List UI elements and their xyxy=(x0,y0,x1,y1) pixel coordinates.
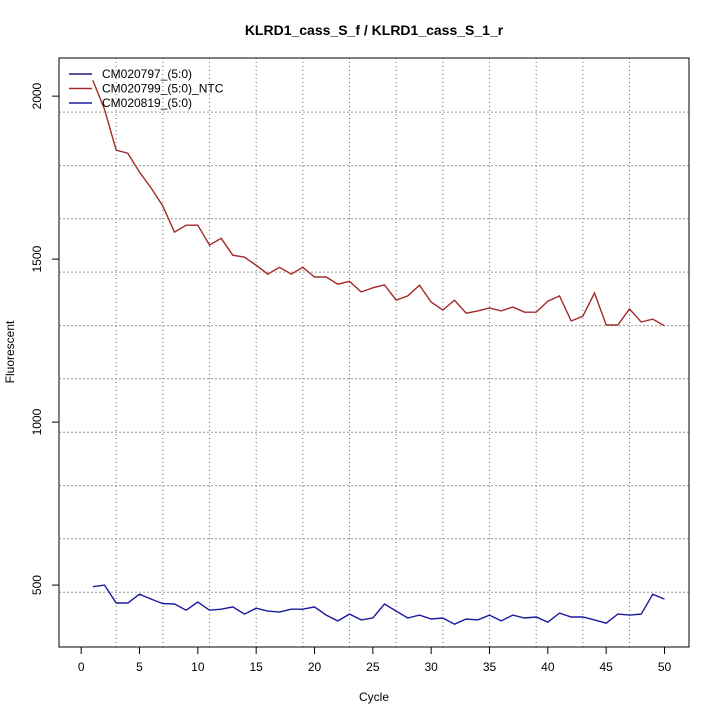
x-axis: 0 5 10 15 20 25 30 35 40 45 50 xyxy=(78,647,672,674)
series-line-cm020819-5-0- xyxy=(92,584,665,625)
y-tick-label: 500 xyxy=(30,575,44,595)
chart-title: KLRD1_cass_S_f / KLRD1_cass_S_1_r xyxy=(245,22,504,38)
grid xyxy=(59,58,689,647)
legend-label: CM020819_(5:0) xyxy=(102,96,192,110)
x-tick-label: 25 xyxy=(366,660,380,674)
y-axis: 500 1000 1500 2000 xyxy=(30,82,59,595)
plot-frame xyxy=(58,57,690,648)
legend-label: CM020797_(5:0) xyxy=(102,67,192,81)
x-tick-label: 20 xyxy=(308,660,322,674)
x-tick-label: 30 xyxy=(424,660,438,674)
x-tick-label: 45 xyxy=(599,660,613,674)
x-tick-label: 40 xyxy=(541,660,555,674)
y-axis-label: Fluorescent xyxy=(3,320,17,383)
x-tick-label: 0 xyxy=(78,660,85,674)
legend: CM020797_(5:0)CM020799_(5:0)_NTCCM020819… xyxy=(69,67,224,110)
y-tick-label: 1000 xyxy=(30,408,44,435)
x-tick-label: 10 xyxy=(191,660,205,674)
x-tick-label: 15 xyxy=(249,660,263,674)
legend-label: CM020799_(5:0)_NTC xyxy=(102,82,224,96)
x-tick-label: 50 xyxy=(658,660,672,674)
series-line-cm020799-5-0-ntc xyxy=(92,79,665,327)
x-tick-label: 5 xyxy=(136,660,143,674)
x-axis-label: Cycle xyxy=(359,690,389,704)
x-tick-label: 35 xyxy=(483,660,497,674)
y-tick-label: 1500 xyxy=(30,245,44,272)
y-tick-label: 2000 xyxy=(30,82,44,109)
series-lines xyxy=(92,79,665,625)
